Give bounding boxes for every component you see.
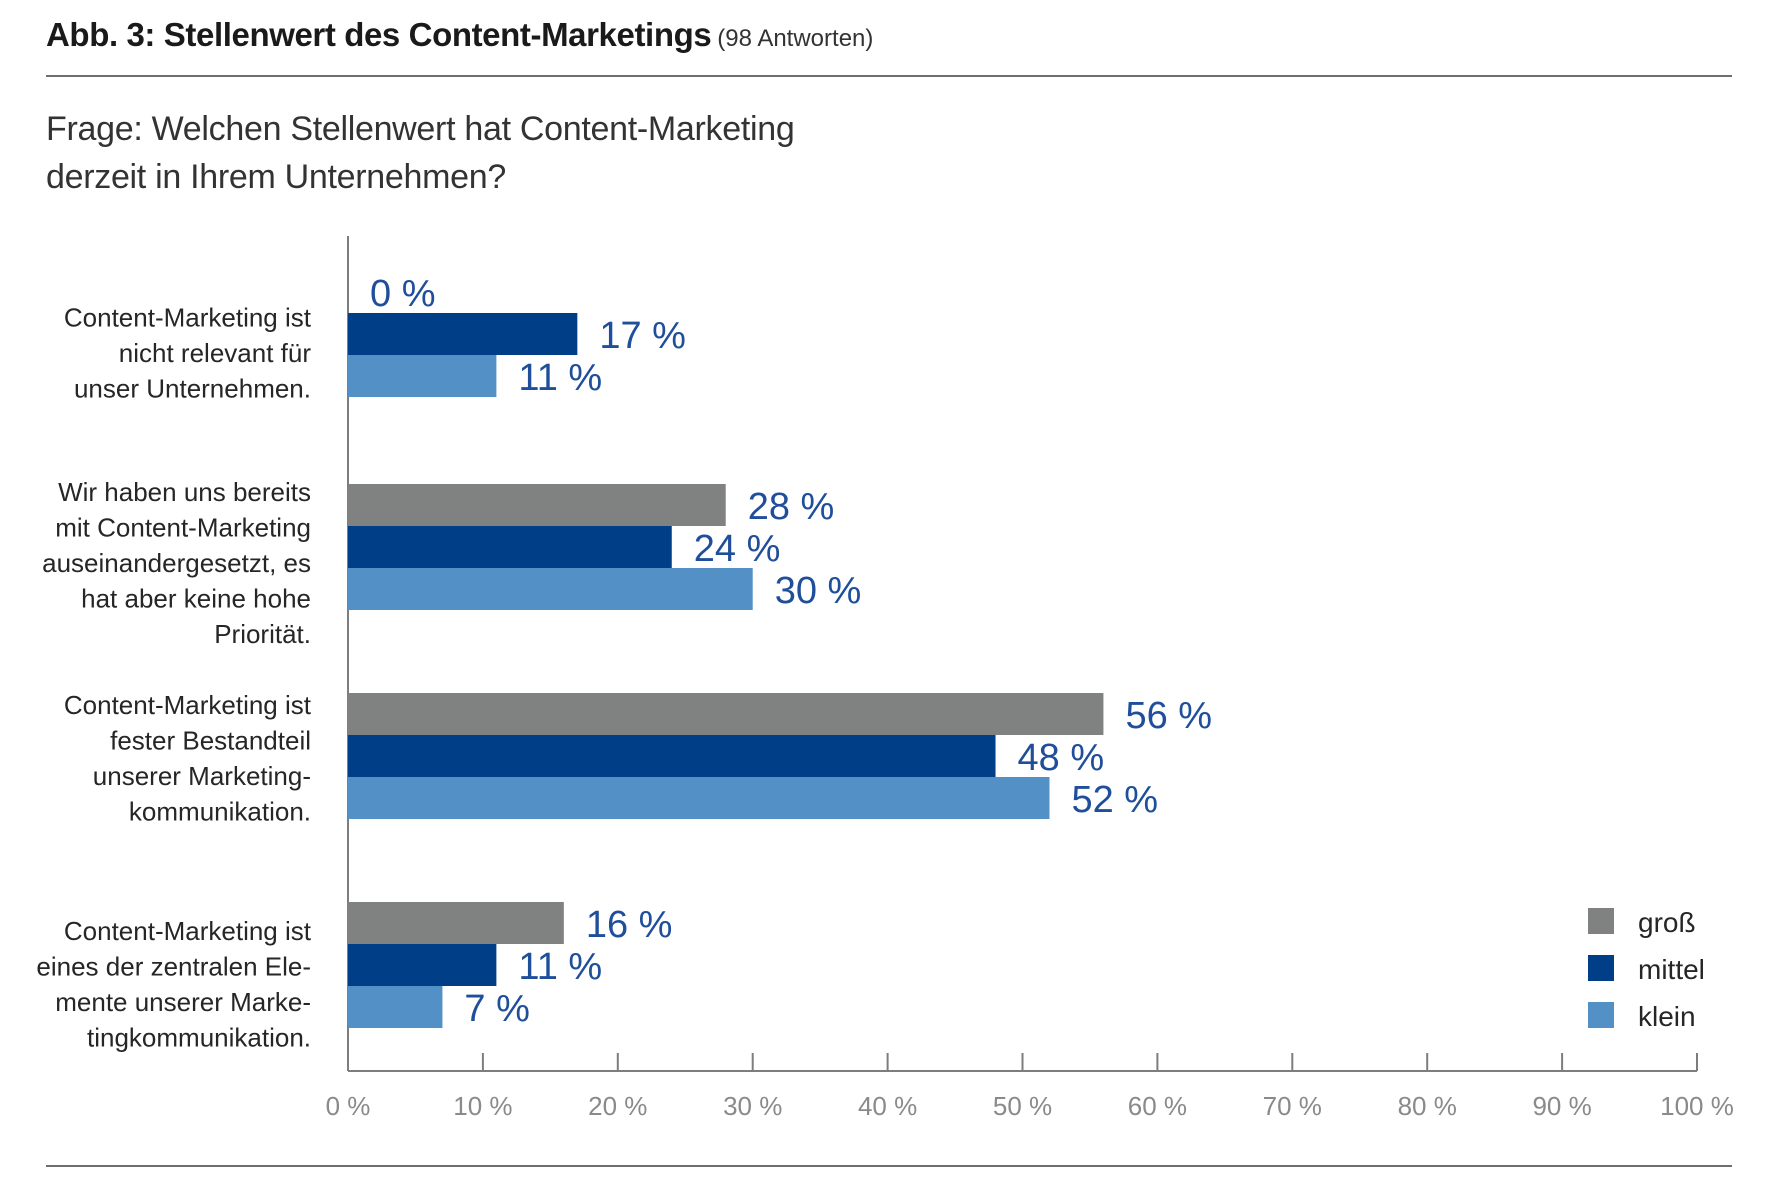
value-label: 56 % (1125, 695, 1212, 737)
legend-label: klein (1638, 1001, 1696, 1032)
category-label-line: unser Unternehmen. (74, 374, 311, 404)
x-tick-label: 70 % (1263, 1091, 1322, 1121)
bar (348, 313, 578, 355)
bar (348, 777, 1050, 819)
survey-question: Frage: Welchen Stellenwert hat Content-M… (46, 110, 795, 196)
value-label: 30 % (775, 570, 862, 612)
x-tick-label: 80 % (1398, 1091, 1457, 1121)
x-tick-label: 50 % (993, 1091, 1052, 1121)
figure-subtitle: (98 Antworten) (717, 25, 874, 52)
category-label-line: mit Content-Marketing (55, 513, 311, 543)
category-label-line: tingkommunikation. (87, 1022, 311, 1052)
category-label-line: mente unserer Marke- (55, 987, 311, 1017)
legend-swatch (1588, 1002, 1614, 1028)
category-label-line: nicht relevant für (119, 338, 312, 368)
x-tick-label: 40 % (858, 1091, 917, 1121)
value-label: 24 % (694, 528, 781, 570)
category-label: Wir haben uns bereits mit Content-Marketi… (42, 477, 311, 649)
x-tick-label: 20 % (588, 1091, 647, 1121)
bar (348, 944, 497, 986)
legend-swatch (1588, 955, 1614, 981)
footer-divider (46, 1165, 1732, 1167)
bar (348, 484, 726, 526)
value-label: 16 % (586, 904, 673, 946)
figure-header: Abb. 3: Stellenwert des Content-Marketin… (46, 16, 873, 54)
bar (348, 735, 996, 777)
category-label-line: Wir haben uns bereits (58, 477, 311, 507)
category-label-line: Content-Marketing ist (64, 916, 312, 946)
value-label: 52 % (1071, 779, 1158, 821)
bar (348, 568, 753, 610)
value-label: 11 % (518, 357, 602, 399)
x-tick-label: 100 % (1660, 1091, 1734, 1121)
x-tick-label: 10 % (453, 1091, 512, 1121)
header-divider (46, 75, 1732, 77)
category-label-line: Content-Marketing ist (64, 303, 312, 333)
value-label: 48 % (1018, 737, 1105, 779)
category-label: Content-Marketing ist fester Bestandteil u… (64, 690, 312, 827)
value-label: 7 % (464, 988, 529, 1030)
value-label: 28 % (748, 486, 835, 528)
bar (348, 902, 564, 944)
legend-label: mittel (1638, 954, 1705, 985)
value-label: 17 % (599, 315, 686, 357)
x-tick-label: 90 % (1532, 1091, 1591, 1121)
x-tick-label: 0 % (326, 1091, 371, 1121)
legend-label: groß (1638, 907, 1696, 938)
legend-swatch (1588, 908, 1614, 934)
x-tick-label: 30 % (723, 1091, 782, 1121)
category-label-line: unserer Marketing- (93, 761, 311, 791)
bar (348, 986, 443, 1028)
figure-title: Abb. 3: Stellenwert des Content-Marketin… (46, 16, 712, 53)
bar (348, 526, 672, 568)
bar (348, 355, 497, 397)
category-label-line: Content-Marketing ist (64, 690, 312, 720)
category-label-line: eines der zentralen Ele- (36, 951, 311, 981)
bar (348, 693, 1104, 735)
category-label: Content-Marketing ist nicht relevant für u… (64, 303, 312, 404)
x-tick-label: 60 % (1128, 1091, 1187, 1121)
category-label-line: hat aber keine hohe (81, 584, 311, 614)
category-label-line: auseinandergesetzt, es (42, 548, 311, 578)
category-label-line: fester Bestandteil (110, 725, 311, 755)
value-label: 11 % (518, 946, 602, 988)
category-label-line: kommunikation. (129, 796, 311, 826)
category-label: Content-Marketing ist eines der zentralen… (36, 916, 311, 1053)
value-label: 0 % (370, 273, 435, 315)
category-label-line: Priorität. (214, 619, 311, 649)
